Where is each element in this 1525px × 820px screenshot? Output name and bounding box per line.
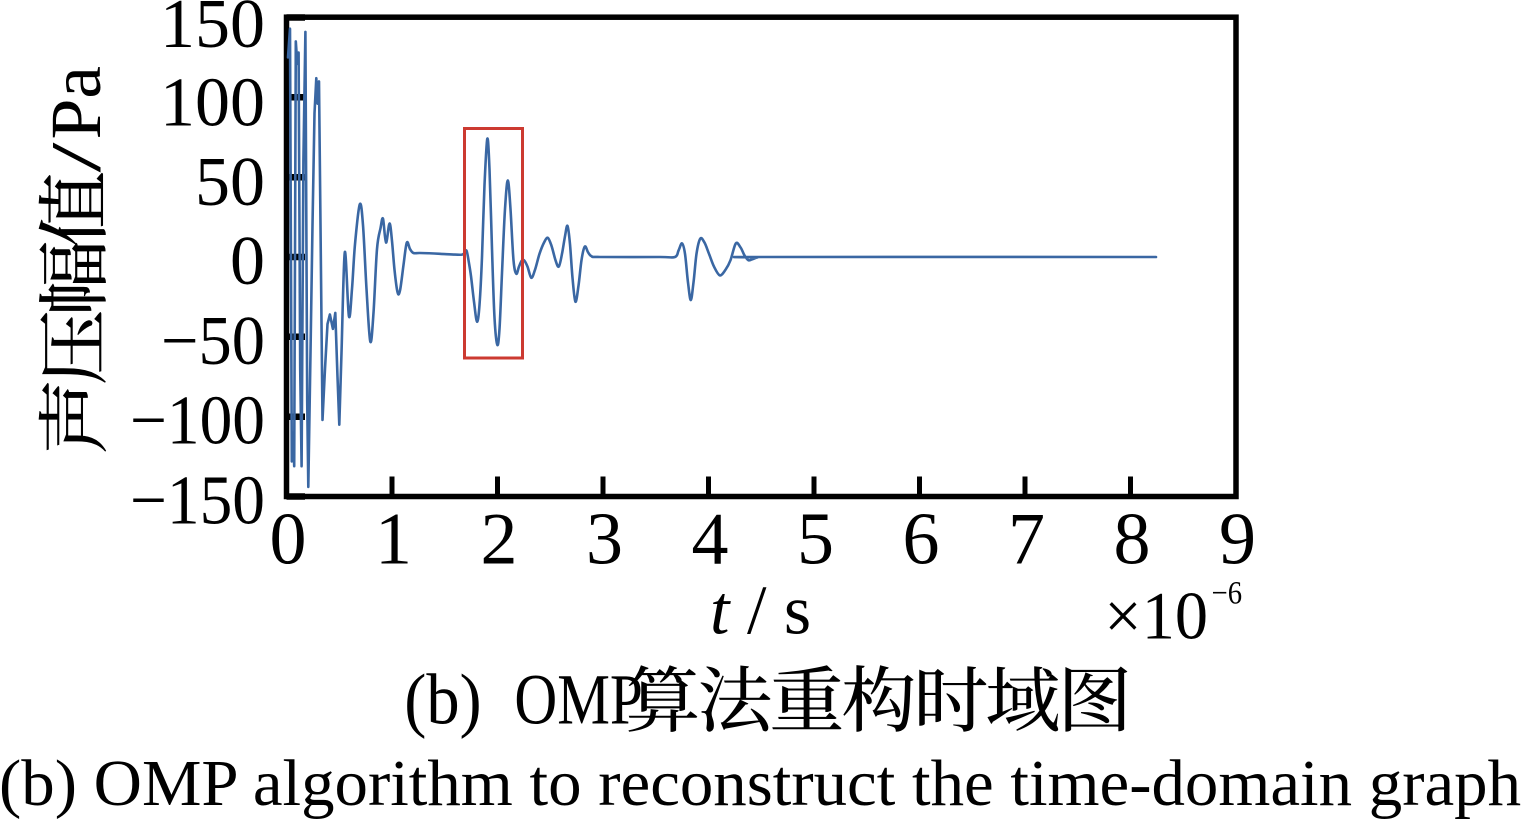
svg-text:−50: −50 [161, 303, 265, 380]
svg-text:0: 0 [270, 499, 307, 581]
svg-text:−150: −150 [130, 463, 265, 540]
svg-text:0: 0 [230, 223, 265, 300]
svg-text:8: 8 [1114, 499, 1151, 581]
svg-text:(b): (b) [404, 660, 482, 740]
svg-text:1: 1 [375, 499, 412, 581]
svg-text:2: 2 [481, 499, 518, 581]
svg-text:5: 5 [797, 499, 834, 581]
svg-text:−100: −100 [130, 383, 265, 460]
svg-text:/: / [38, 142, 116, 172]
svg-text:50: 50 [195, 144, 265, 221]
svg-text:4: 4 [692, 499, 729, 581]
svg-text:t / s: t / s [710, 573, 811, 650]
svg-text:−6: −6 [1212, 576, 1243, 612]
svg-text:9: 9 [1219, 499, 1256, 581]
svg-text:OMP: OMP [514, 660, 643, 740]
svg-text:Pa: Pa [36, 66, 116, 140]
svg-text:6: 6 [903, 499, 940, 581]
svg-text:(b) OMP algorithm to reconstr: (b) OMP algorithm to reconstruct the tim… [0, 747, 1521, 820]
svg-text:100: 100 [160, 64, 265, 141]
svg-text:×10: ×10 [1104, 578, 1208, 654]
svg-text:3: 3 [586, 499, 623, 581]
svg-text:150: 150 [160, 0, 265, 63]
svg-text:7: 7 [1008, 499, 1045, 581]
